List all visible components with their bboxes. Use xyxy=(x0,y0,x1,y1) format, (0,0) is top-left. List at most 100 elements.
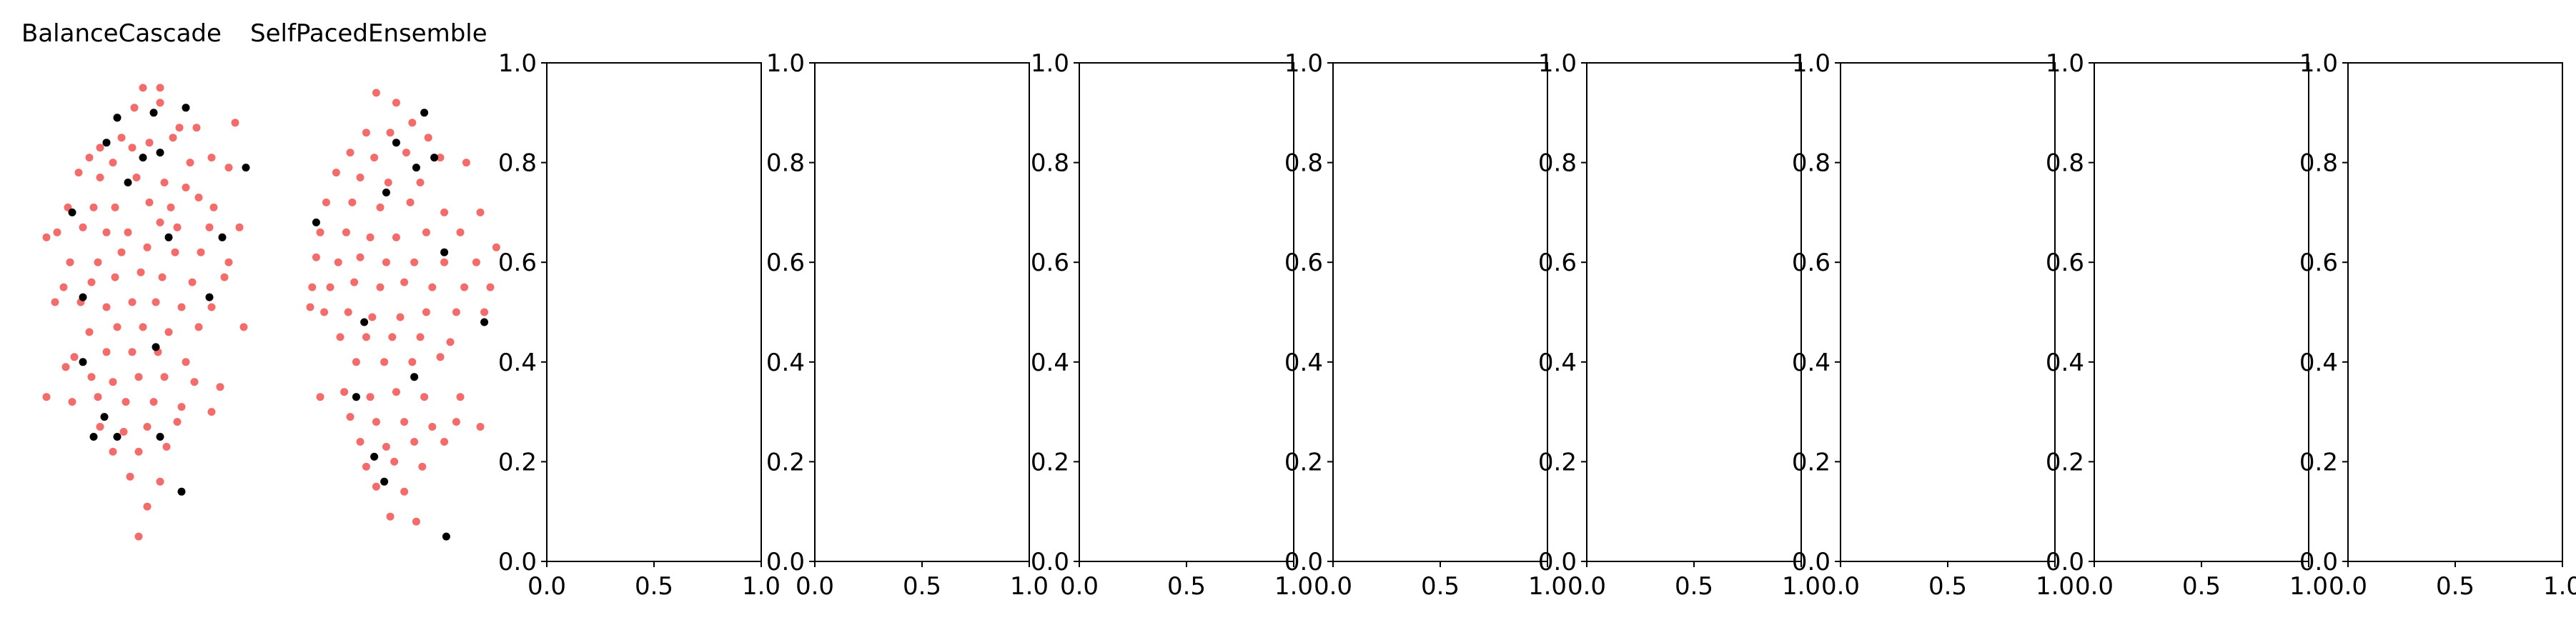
y-tick-label: 0.4 xyxy=(1284,349,1323,377)
x-tick-label: 1.0 xyxy=(1010,572,1049,601)
scatter-point-minority xyxy=(124,179,132,186)
scatter-point-majority xyxy=(231,119,239,127)
scatter-point-majority xyxy=(96,144,104,152)
scatter-point-majority xyxy=(188,278,197,286)
y-tick-label: 0.8 xyxy=(2299,149,2338,178)
y-tick-label: 0.8 xyxy=(2046,149,2084,178)
scatter-point-majority xyxy=(418,462,427,471)
scatter-point-majority xyxy=(308,283,317,291)
scatter-point-majority xyxy=(42,233,51,241)
scatter-point-majority xyxy=(346,413,355,421)
scatter-point-majority xyxy=(362,333,370,341)
y-tick-label: 0.6 xyxy=(1538,249,1577,277)
scatter-point-majority xyxy=(89,203,98,211)
y-tick-label: 1.0 xyxy=(1792,49,1831,78)
scatter-point-majority xyxy=(422,308,430,316)
scatter-point-minority xyxy=(380,477,389,486)
scatter-point-majority xyxy=(156,84,164,92)
scatter-point-majority xyxy=(456,393,465,401)
scatter-point-majority xyxy=(79,223,87,231)
scatter-point-majority xyxy=(102,303,111,311)
scatter-point-majority xyxy=(366,233,375,241)
scatter-point-majority xyxy=(460,283,469,291)
panel-9: 0.0 0.2 0.4 0.6 0.8 1.0 0.0 0.5 1.0 xyxy=(2046,49,2328,601)
y-tick-label: 0.6 xyxy=(2299,249,2338,277)
y-tick-label: 0.4 xyxy=(1031,349,1069,377)
y-tick-label: 0.8 xyxy=(1031,149,1069,178)
scatter-point-minority xyxy=(177,487,186,496)
x-tick-label: 0.5 xyxy=(2436,572,2475,601)
scatter-point-majority xyxy=(145,198,154,206)
y-tick-label: 0.2 xyxy=(1792,448,1831,476)
y-tick-label: 0.0 xyxy=(2299,548,2338,576)
scatter-point-majority xyxy=(392,388,400,396)
panel-6: 0.0 0.2 0.4 0.6 0.8 1.0 0.0 0.5 1.0 xyxy=(1284,49,1567,601)
scatter-point-majority xyxy=(94,393,102,401)
scatter-point-majority xyxy=(420,393,429,401)
scatter-point-majority xyxy=(207,408,216,416)
scatter-point-majority xyxy=(182,358,190,366)
x-tick-label: 0.0 xyxy=(1567,572,1606,601)
x-tick-label: 0.5 xyxy=(1421,572,1460,601)
scatter-point-majority xyxy=(406,198,415,206)
scatter-point-majority xyxy=(156,477,164,486)
scatter-point-majority xyxy=(169,134,177,142)
scatter-point-minority xyxy=(352,393,360,401)
y-tick-label: 0.0 xyxy=(766,548,805,576)
y-tick-label: 0.4 xyxy=(498,349,537,377)
scatter-point-majority xyxy=(452,418,460,426)
scatter-point-majority xyxy=(410,258,419,266)
scatter-point-majority xyxy=(356,253,365,261)
scatter-point-majority xyxy=(139,323,147,331)
scatter-point-majority xyxy=(119,428,128,436)
y-tick-label: 0.2 xyxy=(498,448,537,476)
scatter-point-majority xyxy=(386,129,395,137)
scatter-point-majority xyxy=(386,512,395,521)
scatter-point-majority xyxy=(456,228,465,236)
scatter-point-majority xyxy=(492,243,500,251)
scatter-point-majority xyxy=(372,89,380,97)
scatter-point-majority xyxy=(408,119,417,127)
scatter-point-minority xyxy=(218,233,227,241)
scatter-point-majority xyxy=(117,134,126,142)
scatter-point-majority xyxy=(177,303,186,311)
scatter-point-minority xyxy=(139,154,147,162)
scatter-point-majority xyxy=(366,393,375,401)
x-tick-label: 0.5 xyxy=(2182,572,2221,601)
scatter-point-majority xyxy=(209,203,218,211)
x-tick-label: 0.0 xyxy=(527,572,566,601)
scatter-point-majority xyxy=(164,328,173,336)
scatter-point-majority xyxy=(422,228,430,236)
scatter-point-majority xyxy=(173,418,182,426)
scatter-point-majority xyxy=(207,154,216,162)
y-tick-label: 0.4 xyxy=(766,349,805,377)
x-tick-label: 0.0 xyxy=(2329,572,2367,601)
scatter-point-majority xyxy=(408,358,417,366)
panel-7: 0.0 0.2 0.4 0.6 0.8 1.0 0.0 0.5 1.0 xyxy=(1538,49,1820,601)
scatter-point-majority xyxy=(239,323,248,331)
scatter-point-majority xyxy=(332,169,340,177)
scatter-point-majority xyxy=(160,373,169,381)
x-tick-label: 0.5 xyxy=(635,572,673,601)
scatter-point-majority xyxy=(436,154,445,162)
y-tick-label: 0.0 xyxy=(2046,548,2084,576)
scatter-point-majority xyxy=(340,388,349,396)
x-tick-label: 1.0 xyxy=(1274,572,1313,601)
y-tick-label: 0.4 xyxy=(1792,349,1831,377)
scatter-point-minority xyxy=(156,149,164,157)
scatter-point-majority xyxy=(134,532,143,541)
y-tick-label: 0.0 xyxy=(1031,548,1069,576)
scatter-point-majority xyxy=(372,482,380,491)
scatter-point-minority xyxy=(430,154,439,162)
panel-1: BalanceCascade xyxy=(21,19,250,541)
scatter-point-majority xyxy=(352,358,360,366)
scatter-point-majority xyxy=(336,333,345,341)
scatter-point-majority xyxy=(452,308,460,316)
x-tick-label: 1.0 xyxy=(1528,572,1567,601)
scatter-point-majority xyxy=(117,248,126,256)
scatter-point-majority xyxy=(128,144,137,152)
scatter-point-minority xyxy=(182,104,190,112)
scatter-point-majority xyxy=(143,502,152,511)
scatter-point-majority xyxy=(384,179,392,186)
scatter-point-majority xyxy=(122,398,130,406)
